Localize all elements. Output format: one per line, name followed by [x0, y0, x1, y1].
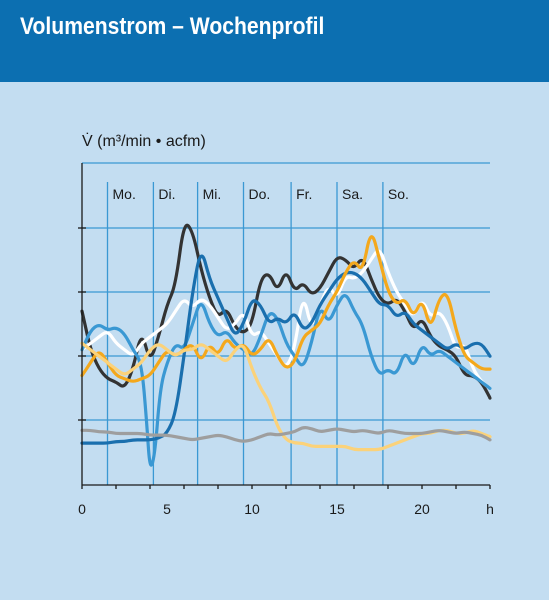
- page-title: Volumenstrom – Wochenprofil: [20, 13, 325, 40]
- day-label-4: Fr.: [296, 186, 312, 202]
- x-tick-label-1: 5: [163, 501, 171, 517]
- series-line-3: [80, 254, 492, 445]
- x-tick-label-3: 15: [329, 501, 345, 517]
- header-bar: Volumenstrom – Wochenprofil: [0, 0, 549, 82]
- day-labels: Mo. Di. Mi. Do. Fr. Sa. So.: [106, 182, 409, 485]
- x-tick-label-4: 20: [414, 501, 430, 517]
- axes: 0 5 10 15 20 h: [78, 163, 494, 517]
- y-axis-label: V̇ (m³/min • acfm): [82, 132, 206, 150]
- day-label-0: Mo.: [113, 186, 136, 202]
- series-line-6: [80, 426, 492, 443]
- series-line-4: [80, 235, 492, 383]
- day-label-2: Mi.: [203, 186, 222, 202]
- day-label-5: Sa.: [342, 186, 363, 202]
- day-label-6: So.: [388, 186, 409, 202]
- x-unit-label: h: [486, 501, 494, 517]
- day-label-3: Do.: [249, 186, 271, 202]
- series-lines: [80, 223, 492, 467]
- series-line-0: [80, 223, 492, 400]
- day-label-1: Di.: [158, 186, 175, 202]
- x-tick-label-0: 0: [78, 501, 86, 517]
- x-tick-label-2: 10: [244, 501, 260, 517]
